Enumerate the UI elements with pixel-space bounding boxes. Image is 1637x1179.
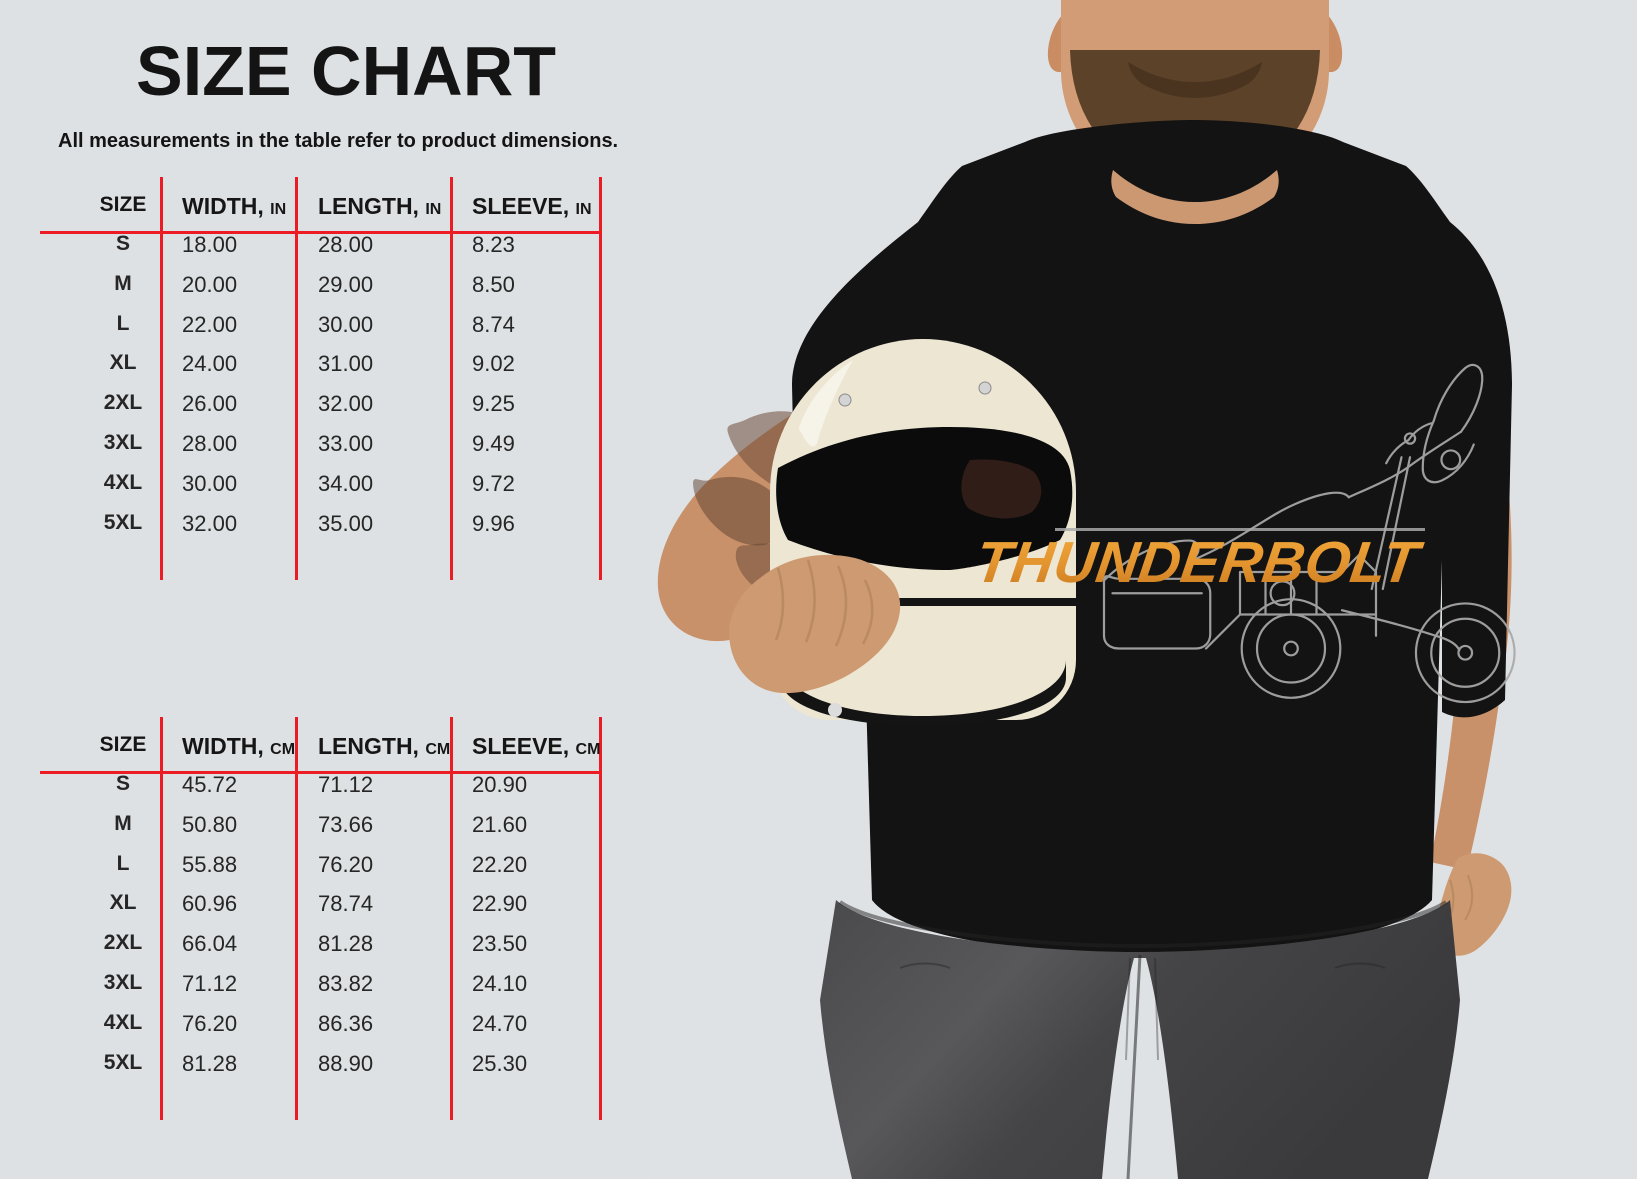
svg-text:THUNDERBOLT: THUNDERBOLT [971,530,1426,595]
